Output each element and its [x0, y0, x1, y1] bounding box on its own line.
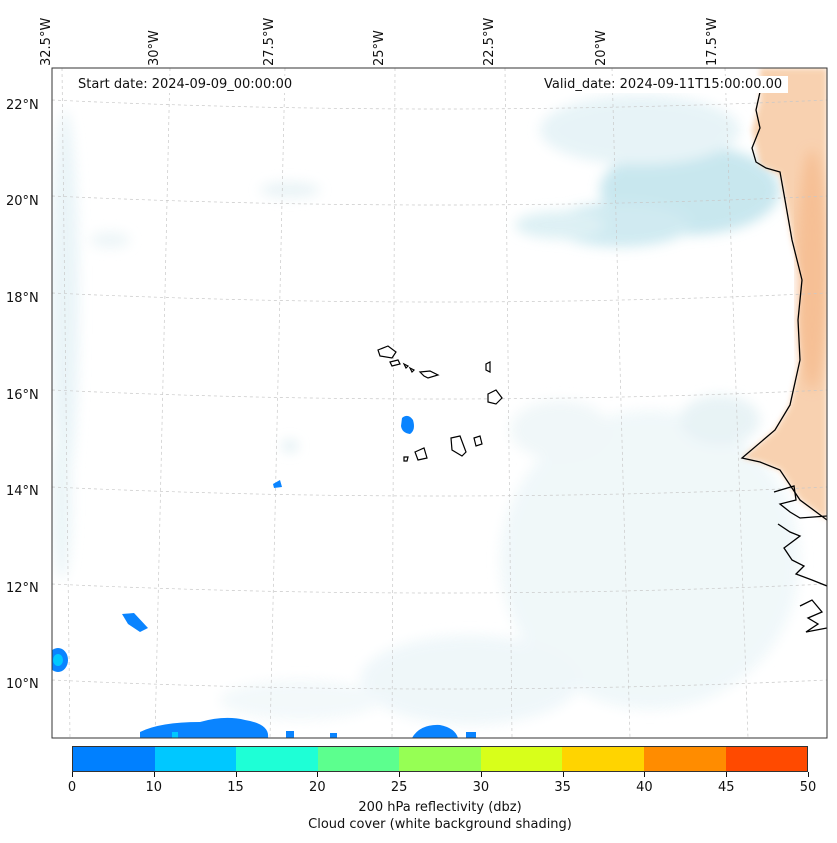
colorbar-tick [644, 772, 646, 777]
lon-label: 25°W [372, 30, 387, 66]
lon-label: 27.5°W [262, 17, 277, 66]
colorbar-tick [399, 772, 401, 777]
colorbar-tick-label: 50 [799, 780, 817, 795]
graticule [52, 68, 827, 738]
colorbar-tick [72, 772, 73, 777]
refl-core [53, 654, 63, 666]
colorbar-tick [726, 772, 728, 777]
colorbar-segment [643, 747, 726, 771]
colorbar-tick-label: 40 [636, 780, 653, 795]
colorbar-subtitle: Cloud cover (white background shading) [308, 817, 572, 832]
colorbar-tick-label: 45 [717, 780, 735, 795]
colorbar-segment [399, 747, 481, 771]
cloud-cover [52, 95, 800, 725]
lat-label: 10°N [6, 677, 39, 692]
colorbar-tick [235, 772, 237, 777]
lat-label: 20°N [6, 194, 39, 209]
colorbar-tick-label: 0 [67, 780, 77, 795]
lon-label: 20°W [594, 30, 609, 66]
colorbar-segment [725, 747, 808, 771]
colorbar-tick-label: 10 [145, 780, 163, 795]
lat-label: 18°N [6, 291, 39, 306]
lon-label: 32.5°W [39, 17, 54, 66]
refl-core-2 [172, 732, 178, 738]
colorbar-segment [154, 747, 237, 771]
colorbar-segment [562, 747, 644, 771]
colorbar-tick [562, 772, 564, 777]
lon-label: 22.5°W [482, 17, 497, 66]
lat-label: 22°N [6, 98, 39, 113]
colorbar [72, 746, 808, 772]
lat-label: 16°N [6, 388, 39, 403]
map-frame [51, 67, 828, 739]
lon-label: 17.5°W [705, 17, 720, 66]
colorbar-segment [480, 747, 563, 771]
colorbar-tick [317, 772, 319, 777]
colorbar-tick [808, 772, 809, 777]
cape-verde-islands [377, 345, 503, 462]
colorbar-tick-label: 35 [554, 780, 571, 795]
colorbar-tick [480, 772, 482, 777]
colorbar-segment [73, 747, 155, 771]
colorbar-title: 200 hPa reflectivity (dbz) [358, 800, 522, 815]
colorbar-tick-label: 30 [472, 780, 490, 795]
colorbar-tick [153, 772, 155, 777]
start-date-label: Start date: 2024-09-09_00:00:00 [72, 76, 299, 93]
colorbar-tick-label: 25 [390, 780, 408, 795]
colorbar-segment [236, 747, 318, 771]
coastline [740, 91, 827, 633]
valid-date-label: Valid_date: 2024-09-11T15:00:00.00 [538, 76, 789, 93]
colorbar-segment [317, 747, 400, 771]
lat-label: 14°N [6, 484, 39, 499]
lon-label: 30°W [147, 30, 162, 66]
colorbar-tick-label: 20 [309, 780, 326, 795]
land-shading [742, 68, 827, 520]
colorbar-tick-label: 15 [227, 780, 244, 795]
lat-label: 12°N [6, 581, 39, 596]
